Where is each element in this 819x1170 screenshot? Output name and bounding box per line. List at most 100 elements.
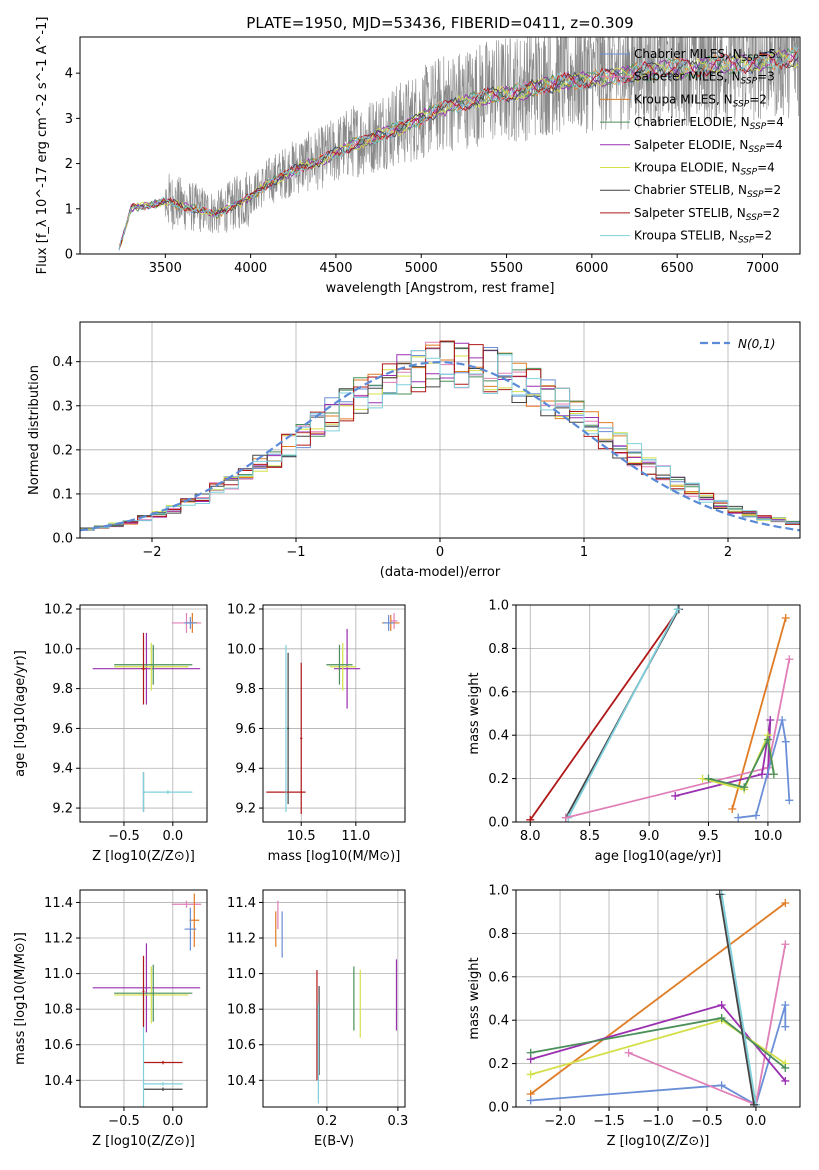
y-tick-label: 11.2 xyxy=(44,932,73,947)
x-axis-label: Z [log10(Z/Z⊙)] xyxy=(92,1134,195,1149)
legend-entry-5: Kroupa ELODIE, NSSP=4 xyxy=(634,161,775,178)
y-tick-label: 0.4 xyxy=(488,729,509,744)
x-tick-label: 3500 xyxy=(149,261,182,276)
y-tick-label: 11.4 xyxy=(227,896,256,911)
y-tick-label: 1.0 xyxy=(488,599,509,614)
y-tick-label: 10.8 xyxy=(227,1003,256,1018)
weight-marker xyxy=(717,1014,726,1023)
x-axis-label: age [log10(age/yr)] xyxy=(595,849,722,864)
weight-marker xyxy=(749,1100,758,1107)
weight-marker xyxy=(728,804,737,813)
plot-area xyxy=(80,605,207,822)
plot-area xyxy=(118,37,799,251)
weight-marker xyxy=(704,774,713,783)
weight-marker xyxy=(752,811,761,820)
weight-series-3 xyxy=(728,614,790,813)
spectrum-data-line xyxy=(118,37,799,249)
weight-marker xyxy=(526,1070,535,1079)
errorbar-point-9 xyxy=(189,893,200,947)
x-tick-label: −1.5 xyxy=(593,1114,625,1129)
axes-frame xyxy=(262,889,406,1108)
errorbar-point-2 xyxy=(326,644,353,685)
weight-series-5 xyxy=(526,1014,790,1072)
y-axis-label: mass weight xyxy=(467,957,482,1039)
x-axis-label: mass [log10(M/M⊙)] xyxy=(268,849,401,864)
x-axis-label: wavelength [Angstrom, rest frame] xyxy=(326,281,555,296)
weight-marker xyxy=(781,1063,790,1072)
y-axis-label: Flux [f_λ 10^-17 erg cm^-2 s^-1 A^-1] xyxy=(35,17,50,275)
y-tick-label: 3 xyxy=(65,112,73,127)
weight-line xyxy=(720,894,757,1105)
weight-marker xyxy=(717,1081,726,1090)
y-axis-label: mass weight xyxy=(467,672,482,754)
x-tick-label: 8.0 xyxy=(520,829,541,844)
x-tick-label: 6500 xyxy=(661,261,694,276)
weight-series-6 xyxy=(734,716,794,822)
x-tick-label: 2 xyxy=(724,545,732,560)
y-tick-label: 0.4 xyxy=(52,355,73,370)
weight-marker xyxy=(781,614,790,623)
weight-marker xyxy=(763,735,772,744)
panel-mass-vs-Z: −0.5 0.0 10.4 10.6 10.8 11.0 11.2 11.4 Z [log10(… xyxy=(13,889,208,1149)
y-tick-label: 10.0 xyxy=(44,642,73,657)
plot-area xyxy=(263,890,405,1107)
y-tick-label: 0.2 xyxy=(488,1057,509,1072)
legend-entry-1: Salpeter MILES, NSSP=3 xyxy=(634,70,775,87)
model-line-4 xyxy=(118,49,799,250)
y-tick-label: 0.6 xyxy=(488,685,509,700)
x-tick-label: −0.5 xyxy=(691,1114,723,1129)
y-tick-label: 10.0 xyxy=(227,642,256,657)
x-tick-label: 10.0 xyxy=(753,829,782,844)
weight-marker xyxy=(785,796,794,805)
errorbar-point-5 xyxy=(143,1082,183,1086)
errorbar-point-9 xyxy=(184,616,197,629)
panel-age-vs-mass: 10.5 11.0 9.2 9.4 9.6 9.8 10.0 10.2 mass [log10(… xyxy=(227,602,406,864)
weight-marker xyxy=(781,737,790,746)
y-tick-label: 9.2 xyxy=(235,802,256,817)
legend-entry-7: Salpeter STELIB, NSSP=2 xyxy=(634,206,780,223)
panel-massweight-vs-Z: −2.0 −1.5 −1.0 −0.5 0.0 0.0 0.2 0.4 0.6 0.8 1.0 Z [… xyxy=(467,884,801,1149)
x-tick-label: 11.0 xyxy=(341,829,370,844)
weight-marker xyxy=(785,655,794,664)
x-tick-label: 10.5 xyxy=(287,829,316,844)
x-tick-label: 7000 xyxy=(746,261,779,276)
plot-area xyxy=(516,890,800,1107)
y-tick-label: 11.0 xyxy=(44,967,73,982)
x-axis-label: (data-model)/error xyxy=(380,565,501,580)
errorbar-point-7 xyxy=(142,955,145,1027)
weight-marker xyxy=(561,813,570,822)
errorbar-point-9 xyxy=(383,614,395,631)
weight-marker xyxy=(526,815,535,822)
x-tick-label: 5500 xyxy=(490,261,523,276)
y-tick-label: 1.0 xyxy=(488,884,509,899)
errorbar-point-3 xyxy=(143,1060,183,1065)
errorbar-point-7 xyxy=(390,612,398,629)
legend-entry-4: Salpeter ELODIE, NSSP=4 xyxy=(634,138,783,155)
gridlines xyxy=(80,605,207,822)
weight-marker xyxy=(781,1001,790,1010)
errorbar-point-0 xyxy=(334,628,361,709)
weight-line xyxy=(718,894,755,1105)
legend-entry-0: Chabrier MILES, NSSP=5 xyxy=(634,47,776,64)
y-tick-label: 0.0 xyxy=(488,816,509,831)
legend-entry-8: Kroupa STELIB, NSSP=2 xyxy=(634,229,772,246)
y-tick-label: 10.4 xyxy=(44,1074,73,1089)
legend-entry-normal: N(0,1) xyxy=(738,337,775,351)
weight-series-8 xyxy=(704,735,778,792)
y-tick-label: 0.0 xyxy=(488,1101,509,1116)
y-tick-label: 4 xyxy=(65,67,73,82)
gridlines xyxy=(263,605,405,822)
y-tick-label: 0 xyxy=(65,248,73,263)
x-tick-label: −0.5 xyxy=(108,1114,140,1129)
x-tick-label: −1 xyxy=(286,545,305,560)
y-tick-label: 0.2 xyxy=(52,443,73,458)
x-tick-label: −1.0 xyxy=(642,1114,674,1129)
weight-marker xyxy=(781,1022,790,1031)
weight-marker xyxy=(781,1076,790,1085)
x-tick-label: 0.2 xyxy=(317,1114,338,1129)
normal-curve xyxy=(80,360,800,532)
y-tick-label: 9.8 xyxy=(235,682,256,697)
errorbar-point-4 xyxy=(143,1087,183,1091)
weight-line xyxy=(529,608,680,821)
y-tick-label: 10.8 xyxy=(44,1003,73,1018)
